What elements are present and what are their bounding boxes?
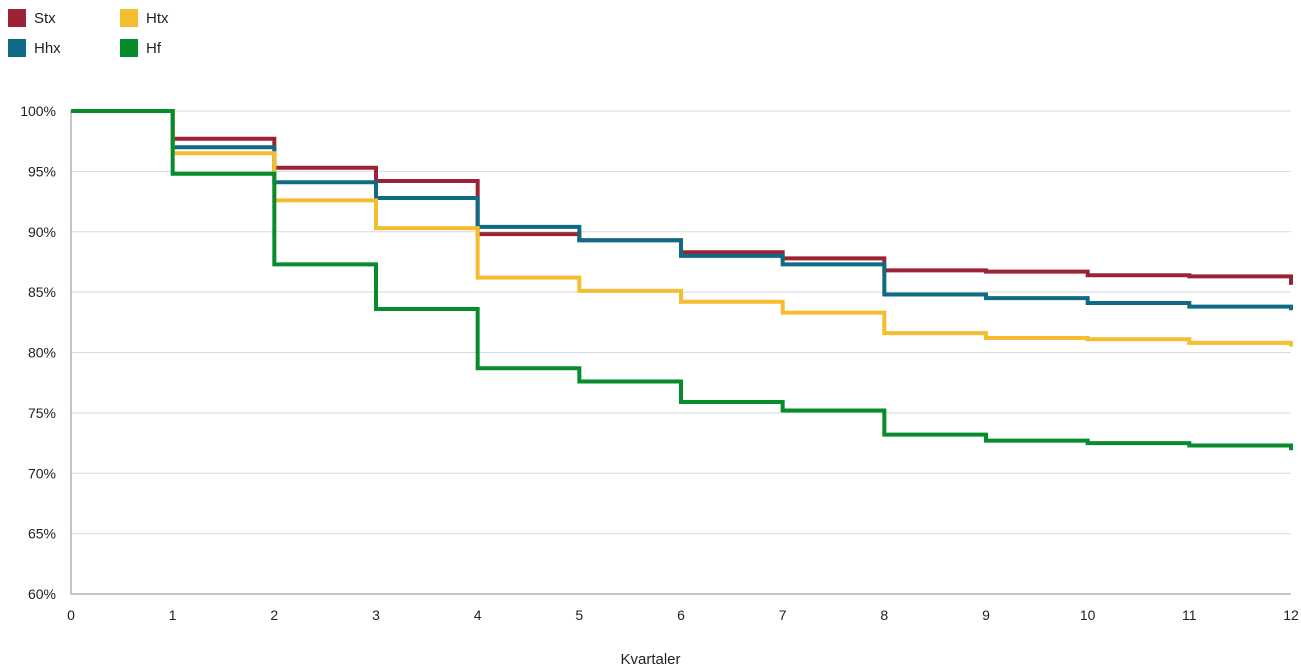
y-tick-label: 90% — [28, 224, 56, 240]
y-tick-label: 70% — [28, 465, 56, 481]
x-tick-label: 8 — [880, 607, 888, 623]
x-tick-label: 12 — [1283, 607, 1299, 623]
x-axis-label: Kvartaler — [620, 651, 681, 668]
legend-label-htx: Htx — [146, 9, 169, 27]
legend-label-hf: Hf — [146, 39, 161, 57]
x-tick-label: 3 — [372, 607, 380, 623]
x-tick-label: 10 — [1080, 607, 1096, 623]
y-tick-label: 80% — [28, 345, 56, 361]
y-tick-label: 100% — [20, 103, 56, 119]
x-tick-label: 2 — [270, 607, 278, 623]
legend: Stx Hhx Htx Hf — [8, 6, 248, 66]
y-tick-label: 60% — [28, 586, 56, 602]
legend-item-htx: Htx — [120, 6, 169, 30]
y-tick-label: 85% — [28, 284, 56, 300]
x-tick-label: 11 — [1182, 607, 1197, 623]
y-tick-label: 75% — [28, 405, 56, 421]
legend-label-stx: Stx — [34, 9, 56, 27]
series-line-hf — [71, 109, 1293, 451]
series-line-hhx — [71, 109, 1293, 311]
x-tick-label: 6 — [677, 607, 685, 623]
legend-item-stx: Stx — [8, 6, 56, 30]
legend-item-hhx: Hhx — [8, 36, 61, 60]
legend-swatch-hf — [120, 39, 138, 57]
legend-label-hhx: Hhx — [34, 39, 61, 57]
x-tick-label: 9 — [982, 607, 990, 623]
series-line-stx — [71, 109, 1293, 285]
x-tick-label: 7 — [779, 607, 787, 623]
y-tick-label: 65% — [28, 526, 56, 542]
legend-swatch-hhx — [8, 39, 26, 57]
legend-swatch-stx — [8, 9, 26, 27]
legend-swatch-htx — [120, 9, 138, 27]
x-tick-label: 4 — [474, 607, 482, 623]
legend-item-hf: Hf — [120, 36, 161, 60]
x-tick-label: 0 — [67, 607, 75, 623]
x-tick-label: 5 — [575, 607, 583, 623]
x-tick-label: 1 — [169, 607, 177, 623]
y-tick-label: 95% — [28, 163, 56, 179]
